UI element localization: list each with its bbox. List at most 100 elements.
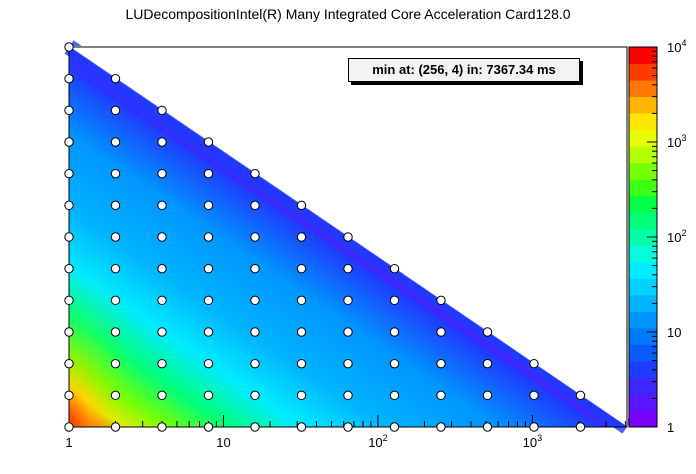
data-point bbox=[250, 358, 260, 369]
data-point bbox=[296, 232, 307, 242]
data-point bbox=[296, 327, 307, 337]
data-point bbox=[575, 390, 586, 401]
data-point bbox=[482, 358, 493, 369]
data-point bbox=[343, 390, 353, 401]
data-point bbox=[482, 390, 493, 401]
colorbar-segment bbox=[629, 393, 657, 411]
data-point bbox=[110, 358, 121, 369]
data-point bbox=[203, 168, 214, 179]
colorbar-segment bbox=[629, 278, 657, 296]
data-point bbox=[343, 422, 353, 432]
data-point bbox=[64, 200, 74, 211]
data-point bbox=[157, 105, 167, 116]
colorbar-segment bbox=[629, 47, 657, 65]
data-point bbox=[110, 422, 121, 432]
data-point bbox=[436, 358, 446, 369]
colorbar-segment bbox=[629, 129, 657, 147]
colorbar-segment bbox=[629, 162, 657, 180]
data-point bbox=[157, 327, 167, 337]
data-point bbox=[64, 295, 74, 306]
data-point bbox=[296, 422, 307, 432]
colorbar-tick-label: 10 bbox=[667, 325, 681, 340]
data-point bbox=[203, 200, 214, 211]
colorbar-tick-label: 104 bbox=[667, 38, 686, 55]
data-point bbox=[110, 105, 121, 116]
data-point bbox=[110, 168, 121, 179]
colorbar-segment bbox=[629, 261, 657, 279]
data-point bbox=[529, 422, 539, 432]
data-point bbox=[110, 137, 121, 147]
colorbar-tick-label: 102 bbox=[667, 228, 686, 245]
x-tick-label: 102 bbox=[368, 433, 387, 450]
data-point bbox=[389, 263, 400, 274]
data-point bbox=[64, 232, 74, 242]
data-point bbox=[250, 295, 260, 306]
data-point bbox=[157, 390, 167, 401]
data-point bbox=[343, 263, 353, 274]
data-point bbox=[296, 263, 307, 274]
data-point bbox=[296, 390, 307, 401]
data-point bbox=[64, 358, 74, 369]
colorbar-segment bbox=[629, 195, 657, 213]
x-tick-label: 103 bbox=[523, 433, 542, 450]
colorbar-segment bbox=[629, 212, 657, 230]
data-point bbox=[250, 200, 260, 211]
data-point bbox=[296, 295, 307, 306]
data-point bbox=[436, 390, 446, 401]
data-point bbox=[203, 422, 214, 432]
data-point bbox=[157, 232, 167, 242]
data-point bbox=[436, 295, 446, 306]
data-point bbox=[64, 137, 74, 147]
data-point bbox=[64, 263, 74, 274]
colorbar-segment bbox=[629, 294, 657, 312]
colorbar-segment bbox=[629, 245, 657, 263]
data-point bbox=[64, 73, 74, 84]
data-point bbox=[110, 263, 121, 274]
data-point bbox=[110, 327, 121, 337]
data-point bbox=[157, 168, 167, 179]
data-point bbox=[203, 295, 214, 306]
data-point bbox=[343, 232, 353, 242]
data-point bbox=[389, 390, 400, 401]
data-point bbox=[529, 358, 539, 369]
data-point bbox=[157, 358, 167, 369]
data-point bbox=[203, 137, 214, 147]
colorbar-segment bbox=[629, 146, 657, 164]
colorbar-segment bbox=[629, 179, 657, 197]
data-point bbox=[250, 168, 260, 179]
data-point bbox=[64, 42, 74, 52]
data-point bbox=[389, 327, 400, 337]
data-point bbox=[203, 358, 214, 369]
data-point bbox=[157, 263, 167, 274]
colorbar-segment bbox=[629, 360, 657, 378]
colorbar-tick-label: 1 bbox=[667, 420, 674, 435]
data-point bbox=[157, 137, 167, 147]
data-point bbox=[389, 295, 400, 306]
data-point bbox=[203, 232, 214, 242]
data-point bbox=[482, 327, 493, 337]
data-point bbox=[250, 422, 260, 432]
data-point bbox=[110, 295, 121, 306]
data-point bbox=[157, 200, 167, 211]
data-point bbox=[203, 390, 214, 401]
data-point bbox=[389, 358, 400, 369]
colorbar-segment bbox=[629, 410, 657, 428]
data-point bbox=[110, 200, 121, 211]
data-point bbox=[343, 358, 353, 369]
data-point bbox=[64, 327, 74, 337]
data-point bbox=[529, 390, 539, 401]
data-point bbox=[203, 263, 214, 274]
x-tick-label: 10 bbox=[216, 435, 230, 450]
colorbar-segment bbox=[629, 113, 657, 131]
data-point bbox=[157, 422, 167, 432]
x-tick-label: 1 bbox=[65, 435, 72, 450]
colorbar-segment bbox=[629, 377, 657, 395]
data-point bbox=[343, 327, 353, 337]
data-point bbox=[110, 390, 121, 401]
colorbar-segment bbox=[629, 63, 657, 81]
colorbar-segment bbox=[629, 344, 657, 362]
colorbar-segment bbox=[629, 80, 657, 98]
data-point bbox=[110, 73, 121, 84]
